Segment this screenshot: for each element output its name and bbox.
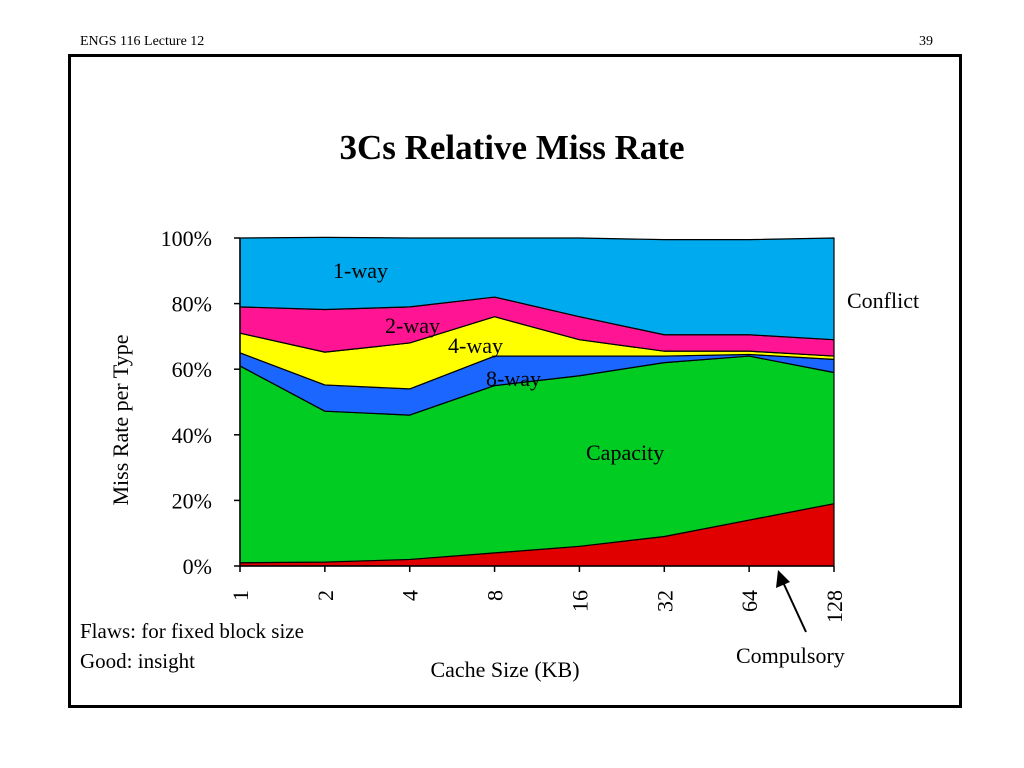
y-tick-label: 40% (172, 423, 212, 448)
x-tick-label: 1 (228, 590, 253, 601)
x-tick-label: 8 (483, 590, 508, 601)
x-tick-label: 2 (313, 590, 338, 601)
y-tick-label: 80% (172, 292, 212, 317)
compulsory-pointer-line (781, 579, 807, 633)
good-note: Good: insight (80, 649, 195, 673)
series-label-4-way: 4-way (448, 333, 503, 358)
series-label-1-way: 1-way (333, 258, 388, 283)
series-label-capacity: Capacity (586, 440, 664, 465)
conflict-label: Conflict (847, 288, 919, 313)
x-tick-label: 4 (398, 590, 423, 601)
chart-title: 3Cs Relative Miss Rate (339, 128, 685, 167)
lecture-header: ENGS 116 Lecture 12 (80, 34, 205, 49)
x-axis-label: Cache Size (KB) (430, 657, 579, 682)
compulsory-pointer-arrowhead (776, 570, 790, 588)
page-number: 39 (919, 34, 933, 49)
y-axis-label: Miss Rate per Type (108, 335, 133, 506)
x-tick-label: 128 (822, 590, 847, 623)
slide-frame (68, 54, 962, 708)
series-label-8-way: 8-way (486, 366, 541, 391)
y-tick-label: 20% (172, 488, 212, 513)
y-tick-label: 60% (172, 357, 212, 382)
y-tick-label: 0% (183, 554, 212, 579)
x-tick-label: 32 (652, 590, 677, 612)
flaws-note: Flaws: for fixed block size (80, 619, 304, 643)
area-1-way (239, 236, 835, 341)
x-tick-label: 16 (567, 590, 592, 612)
series-label-2-way: 2-way (385, 313, 440, 338)
y-tick-label: 100% (161, 226, 212, 251)
x-tick-label: 64 (737, 590, 762, 612)
compulsory-label: Compulsory (736, 643, 845, 668)
